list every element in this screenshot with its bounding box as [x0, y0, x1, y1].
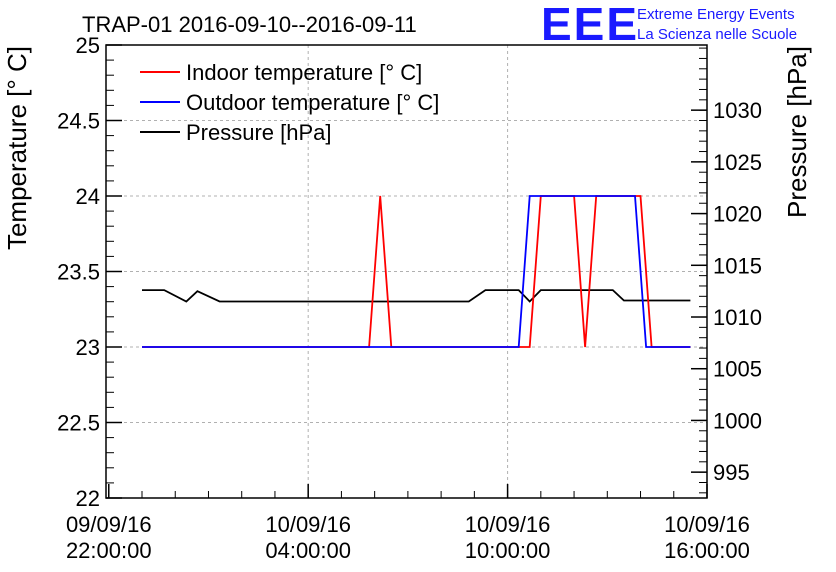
axes: 22 22.5 23 23.5 24 24.5 25 995 1000 1005 1010 1015 1…: [57, 33, 762, 563]
series-line-1: [142, 195, 691, 348]
y2-tick-label: 1030: [713, 98, 762, 123]
logo-line-1: Extreme Energy Events: [637, 6, 795, 23]
y2-tick-label: 1005: [713, 357, 762, 382]
y-tick-label: 24.5: [57, 109, 100, 134]
y-tick-label: 22: [76, 486, 100, 511]
y-tick-label: 24: [76, 184, 100, 209]
y2-tick-label: 1020: [713, 202, 762, 227]
x-tick-time: 04:00:00: [265, 538, 351, 563]
y2-tick-label: 1025: [713, 150, 762, 175]
series-line-2: [142, 289, 691, 303]
y2-tick-label: 1010: [713, 305, 762, 330]
logo-line-2: La Scienza nelle Scuole: [637, 26, 797, 43]
x-tick-date: 09/09/16: [66, 512, 152, 537]
legend-entry: Pressure [hPa]: [186, 120, 332, 145]
y-tick-label: 22.5: [57, 411, 100, 436]
series-line-0: [142, 195, 691, 348]
y-tick-label: 23: [76, 335, 100, 360]
y2-tick-label: 1015: [713, 253, 762, 278]
y2-tick-label: 995: [713, 460, 750, 485]
legend-entry: Outdoor temperature [° C]: [186, 90, 439, 115]
x-tick-time: 22:00:00: [66, 538, 152, 563]
eee-logo: EEE Extreme Energy Events La Scienza nel…: [541, 0, 797, 50]
chart-title: TRAP-01 2016-09-10--2016-09-11: [82, 12, 417, 37]
y-tick-label: 25: [76, 33, 100, 58]
x-tick-date: 10/09/16: [465, 512, 551, 537]
legend-entry: Indoor temperature [° C]: [186, 60, 422, 85]
x-tick-date: 10/09/16: [664, 512, 750, 537]
y2-tick-label: 1000: [713, 408, 762, 433]
logo-mark: EEE: [541, 0, 639, 50]
x-tick-time: 10:00:00: [465, 538, 551, 563]
legend: Indoor temperature [° C] Outdoor temperat…: [140, 60, 439, 145]
y2-axis-title: Pressure [hPa]: [782, 46, 812, 218]
x-tick-time: 16:00:00: [664, 538, 750, 563]
x-tick-date: 10/09/16: [265, 512, 351, 537]
y-tick-label: 23.5: [57, 260, 100, 285]
series-layer: [142, 195, 691, 348]
y-axis-title: Temperature [° C]: [2, 46, 32, 250]
